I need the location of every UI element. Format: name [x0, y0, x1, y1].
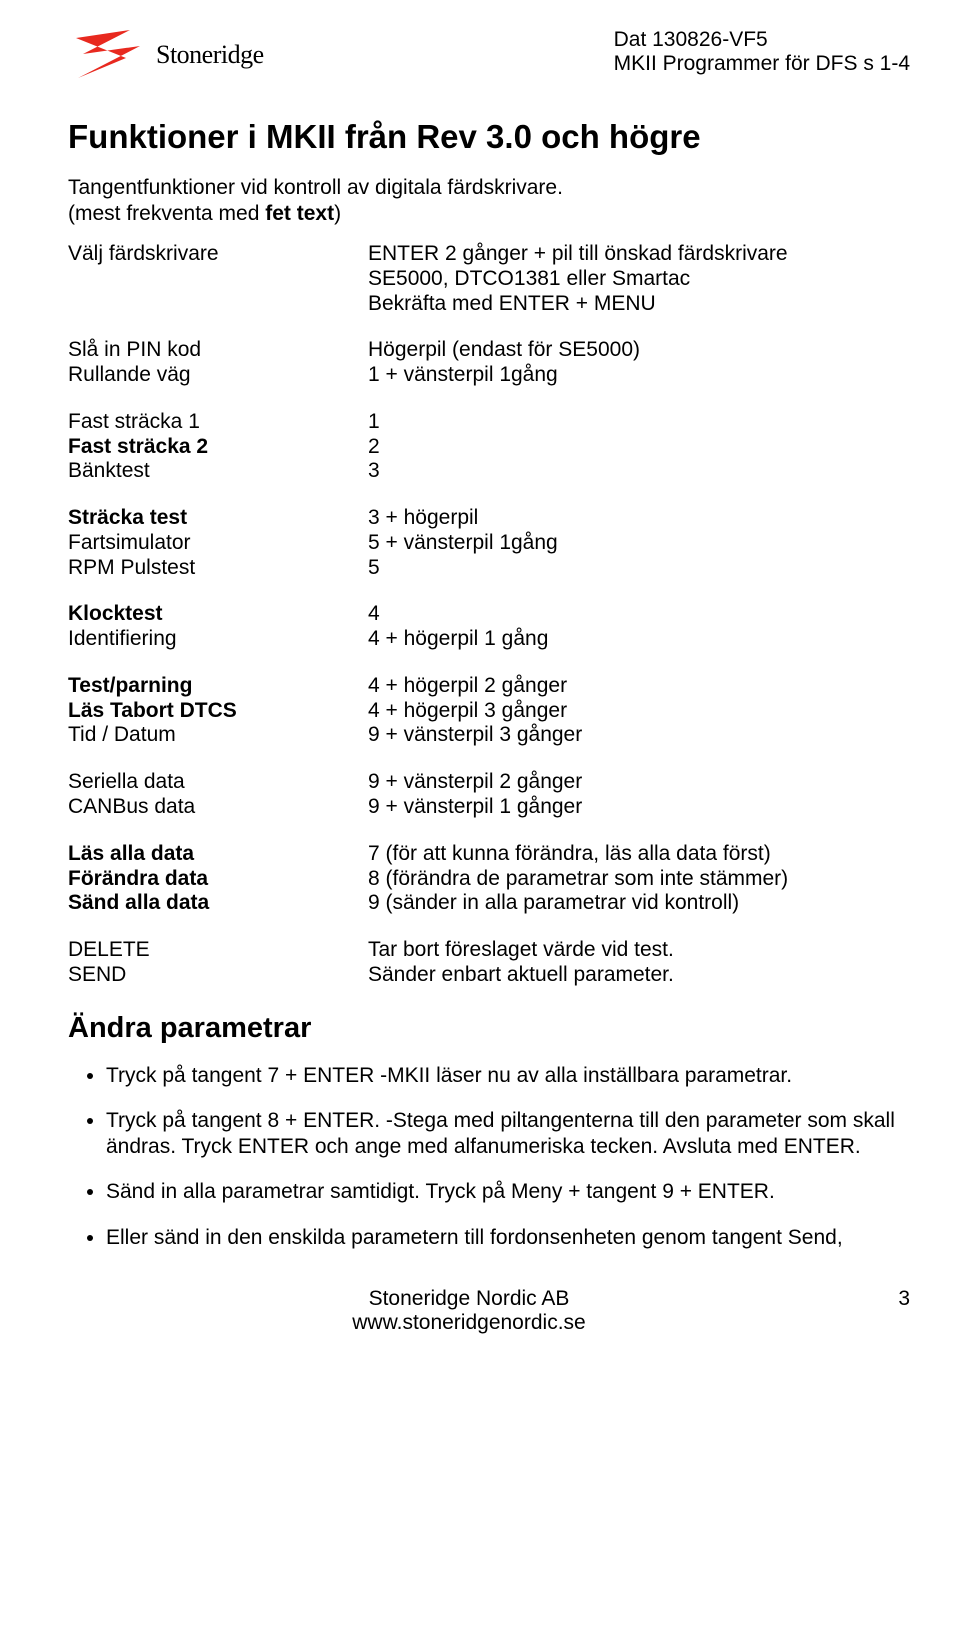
sub2b: fet text	[265, 202, 334, 225]
row-value: 4 + högerpil 3 gånger	[368, 699, 910, 724]
row-value: 9 + vänsterpil 1 gånger	[368, 795, 910, 820]
sub2c: )	[334, 202, 341, 225]
page-footer: Stoneridge Nordic AB www.stoneridgenordi…	[68, 1287, 910, 1335]
row-key: Rullande väg	[68, 363, 368, 388]
row-key: CANBus data	[68, 795, 368, 820]
row-key: Fast sträcka 2	[68, 435, 368, 460]
header-info: Dat 130826-VF5 MKII Programmer för DFS s…	[614, 28, 910, 76]
row-key: Bänktest	[68, 459, 368, 484]
row-value: Tar bort föreslaget värde vid test.	[368, 938, 910, 963]
row-value: 3	[368, 459, 910, 484]
row-key: Läs Tabort DTCS	[68, 699, 368, 724]
row-key	[68, 267, 368, 292]
row-value: Sänder enbart aktuell parameter.	[368, 963, 910, 988]
section-heading: Ändra parametrar	[68, 1012, 910, 1045]
row-value: 9 + vänsterpil 2 gånger	[368, 770, 910, 795]
page-header: Stoneridge Dat 130826-VF5 MKII Programme…	[68, 28, 910, 82]
row-key: Klocktest	[68, 602, 368, 627]
row-key: Seriella data	[68, 770, 368, 795]
sub2a: (mest frekventa med	[68, 202, 265, 225]
page: Stoneridge Dat 130826-VF5 MKII Programme…	[0, 0, 960, 1375]
table-block-2: Slå in PIN kodHögerpil (endast för SE500…	[68, 338, 910, 388]
table-block-1: Välj färdskrivareENTER 2 gånger + pil ti…	[68, 242, 910, 316]
row-value: 4	[368, 602, 910, 627]
footer-company: Stoneridge Nordic AB	[68, 1287, 870, 1311]
row-value: 7 (för att kunna förändra, läs alla data…	[368, 842, 910, 867]
row-value: 9 (sänder in alla parametrar vid kontrol…	[368, 891, 910, 916]
row-key: DELETE	[68, 938, 368, 963]
footer-center: Stoneridge Nordic AB www.stoneridgenordi…	[68, 1287, 870, 1335]
row-key	[68, 292, 368, 317]
row-value: Högerpil (endast för SE5000)	[368, 338, 910, 363]
row-value: ENTER 2 gånger + pil till önskad färdskr…	[368, 242, 910, 267]
bullet-list: Tryck på tangent 7 + ENTER -MKII läser n…	[68, 1063, 910, 1251]
row-value: 9 + vänsterpil 3 gånger	[368, 723, 910, 748]
row-value: 3 + högerpil	[368, 506, 910, 531]
row-value: 1 + vänsterpil 1gång	[368, 363, 910, 388]
subtitle: Tangentfunktioner vid kontroll av digita…	[68, 176, 910, 200]
row-key: Test/parning	[68, 674, 368, 699]
row-key: Sänd alla data	[68, 891, 368, 916]
page-title: Funktioner i MKII från Rev 3.0 och högre	[68, 118, 910, 156]
row-value: 4 + högerpil 1 gång	[368, 627, 910, 652]
logo: Stoneridge	[68, 28, 264, 82]
row-key: SEND	[68, 963, 368, 988]
row-value: 5 + vänsterpil 1gång	[368, 531, 910, 556]
list-item: Tryck på tangent 7 + ENTER -MKII läser n…	[106, 1063, 910, 1089]
row-key: Välj färdskrivare	[68, 242, 368, 267]
row-key: Sträcka test	[68, 506, 368, 531]
row-value: SE5000, DTCO1381 eller Smartac	[368, 267, 910, 292]
table-block-3: Fast sträcka 11Fast sträcka 22Bänktest3	[68, 410, 910, 484]
list-item: Eller sänd in den enskilda parametern ti…	[106, 1225, 910, 1251]
table-block-6: Test/parning4 + högerpil 2 gångerLäs Tab…	[68, 674, 910, 748]
row-value: 4 + högerpil 2 gånger	[368, 674, 910, 699]
list-item: Sänd in alla parametrar samtidigt. Tryck…	[106, 1179, 910, 1205]
row-key: Fartsimulator	[68, 531, 368, 556]
table-block-5: Klocktest4Identifiering4 + högerpil 1 gå…	[68, 602, 910, 652]
row-value: 5	[368, 556, 910, 581]
footer-page-number: 3	[870, 1287, 910, 1335]
row-key: Läs alla data	[68, 842, 368, 867]
row-value: 2	[368, 435, 910, 460]
header-doc: MKII Programmer för DFS s 1-4	[614, 52, 910, 76]
row-key: Slå in PIN kod	[68, 338, 368, 363]
table-block-8: Läs alla data7 (för att kunna förändra, …	[68, 842, 910, 916]
logo-text: Stoneridge	[156, 40, 264, 70]
row-key: RPM Pulstest	[68, 556, 368, 581]
row-key: Identifiering	[68, 627, 368, 652]
subtitle-2: (mest frekventa med fet text)	[68, 202, 910, 226]
table-block-7: Seriella data9 + vänsterpil 2 gångerCANB…	[68, 770, 910, 820]
row-key: Tid / Datum	[68, 723, 368, 748]
row-value: Bekräfta med ENTER + MENU	[368, 292, 910, 317]
row-value: 8 (förändra de parametrar som inte stämm…	[368, 867, 910, 892]
table-block-4: Sträcka test3 + högerpilFartsimulator5 +…	[68, 506, 910, 580]
list-item: Tryck på tangent 8 + ENTER. -Stega med p…	[106, 1108, 910, 1159]
table-block-9: DELETETar bort föreslaget värde vid test…	[68, 938, 910, 988]
stoneridge-logo-icon	[68, 28, 148, 82]
header-date: Dat 130826-VF5	[614, 28, 910, 52]
row-key: Förändra data	[68, 867, 368, 892]
row-key: Fast sträcka 1	[68, 410, 368, 435]
row-value: 1	[368, 410, 910, 435]
footer-url: www.stoneridgenordic.se	[68, 1311, 870, 1335]
